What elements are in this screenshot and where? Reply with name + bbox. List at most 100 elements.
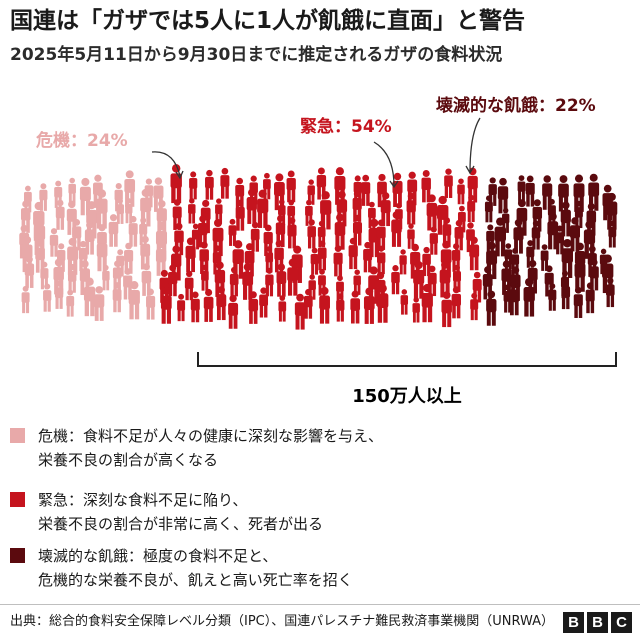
person-icon-catastrophe — [497, 177, 509, 214]
person-icon-emergency — [422, 246, 431, 277]
person-icon-catastrophe — [540, 244, 549, 271]
person-icon-crisis — [108, 214, 119, 247]
person-icon-emergency — [376, 219, 386, 250]
arrow-emergency-head — [389, 180, 399, 189]
bbc-logo-letter: B — [587, 612, 608, 633]
arrow-crisis-head — [175, 170, 184, 180]
person-icon-emergency — [400, 289, 409, 315]
person-icon-catastrophe — [486, 290, 497, 326]
legend-swatch-emergency — [10, 492, 25, 507]
person-icon-emergency — [317, 240, 327, 271]
person-icon-emergency — [265, 246, 274, 273]
person-icon-catastrophe — [484, 195, 493, 223]
person-icon-emergency — [421, 170, 431, 203]
person-icon-crisis — [55, 199, 65, 230]
person-icon-emergency — [216, 286, 227, 321]
legend-swatch-catastrophe — [10, 548, 25, 563]
person-icon-crisis — [84, 221, 95, 255]
chart-subtitle: 2025年5月11日から9月30日までに推定されるガザの食料状況 — [10, 45, 503, 65]
person-icon-crisis — [66, 289, 75, 317]
person-icon-catastrophe — [574, 254, 586, 292]
source-note: 出典：総合的食料安全保障レベル分類（IPC）、国連パレスチナ難民救済事業機関（U… — [10, 614, 555, 629]
person-icon-emergency — [229, 266, 239, 297]
person-icon-emergency — [407, 171, 418, 206]
label-crisis: 危機：24% — [35, 130, 128, 151]
person-icon-catastrophe — [509, 281, 520, 316]
person-icon-crisis — [24, 255, 35, 288]
person-icon-emergency — [350, 290, 361, 324]
person-icon-emergency — [287, 258, 299, 296]
person-icon-catastrophe — [605, 277, 615, 308]
person-icon-emergency — [353, 175, 362, 204]
person-icon-emergency — [380, 192, 391, 227]
footer: 出典：総合的食料安全保障レベル分類（IPC）、国連パレスチナ難民救済事業機関（U… — [0, 604, 640, 639]
person-icon-crisis — [53, 258, 64, 295]
person-icon-catastrophe — [561, 239, 574, 278]
person-icon-emergency — [188, 198, 196, 224]
person-icon-crisis — [96, 234, 108, 272]
person-icon-emergency — [205, 169, 214, 200]
person-icon-emergency — [287, 217, 297, 249]
chart-title: 国連は「ガザでは5人に1人が飢餓に直面」と警告 — [10, 8, 526, 34]
person-icon-emergency — [391, 265, 400, 295]
pictogram-chart: 危機：24% 緊急：54% 壊滅的な飢餓：22% 150万人以上 — [19, 95, 618, 407]
person-icon-emergency — [421, 283, 433, 323]
person-icon-emergency — [319, 286, 330, 324]
person-icon-emergency — [257, 189, 269, 228]
person-icon-emergency — [228, 218, 237, 246]
person-icon-crisis — [54, 280, 64, 309]
person-icon-emergency — [303, 288, 313, 319]
person-icon-emergency — [391, 211, 402, 247]
person-icon-emergency — [184, 270, 194, 301]
person-icon-emergency — [189, 171, 198, 200]
person-icon-emergency — [361, 174, 371, 206]
person-icon-emergency — [307, 219, 316, 249]
legend-catastrophe-line2: 危機的な栄養不良が、飢えと高い死亡率を招く — [38, 571, 353, 589]
person-icon-catastrophe — [503, 284, 512, 313]
label-emergency: 緊急：54% — [300, 116, 392, 137]
person-icon-crisis — [67, 263, 77, 293]
person-icon-emergency — [286, 170, 296, 203]
person-icon-catastrophe — [555, 225, 565, 255]
person-icon-crisis — [40, 261, 49, 290]
person-icon-crisis — [124, 242, 134, 274]
people-icons — [19, 164, 618, 330]
person-icon-emergency — [406, 192, 416, 225]
person-icon-crisis — [94, 286, 105, 321]
legend-text-catastrophe: 壊滅的な飢餓：極度の食料不足と、 危機的な栄養不良が、飢えと高い死亡率を招く — [38, 544, 628, 592]
legend-emergency-line2: 栄養不良の割合が非常に高く、死者が出る — [38, 515, 324, 533]
person-icon-catastrophe — [523, 277, 535, 317]
person-icon-crisis — [112, 282, 122, 313]
person-icon-catastrophe — [517, 175, 526, 202]
person-icon-emergency — [250, 221, 260, 252]
person-icon-crisis — [33, 216, 46, 255]
person-icon-emergency — [333, 245, 343, 277]
person-icon-emergency — [248, 291, 259, 324]
person-icon-emergency — [191, 223, 200, 250]
person-icon-emergency — [439, 260, 451, 298]
person-icon-emergency — [170, 164, 182, 204]
arrow-catastrophe — [469, 117, 481, 173]
legend-swatch-crisis — [10, 428, 25, 443]
person-icon-crisis — [102, 264, 110, 291]
person-icon-emergency — [185, 237, 196, 273]
person-icon-emergency — [246, 188, 257, 224]
person-icon-emergency — [348, 237, 358, 270]
bbc-logo: B B C — [563, 612, 632, 633]
person-icon-emergency — [451, 286, 461, 319]
person-icon-catastrophe — [608, 220, 617, 248]
person-icon-crisis — [49, 228, 59, 257]
person-icon-crisis — [155, 240, 167, 276]
person-icon-emergency — [278, 295, 287, 322]
person-icon-emergency — [399, 249, 407, 275]
person-icon-emergency — [457, 205, 466, 233]
person-icon-catastrophe — [561, 279, 571, 310]
person-icon-emergency — [470, 292, 479, 321]
person-icon-emergency — [392, 172, 403, 207]
arrow-catastrophe-head — [465, 165, 475, 175]
person-icon-emergency — [353, 269, 361, 295]
person-icon-emergency — [377, 245, 386, 275]
person-icon-catastrophe — [494, 217, 507, 257]
person-icon-emergency — [469, 236, 480, 271]
person-icon-emergency — [429, 226, 438, 255]
